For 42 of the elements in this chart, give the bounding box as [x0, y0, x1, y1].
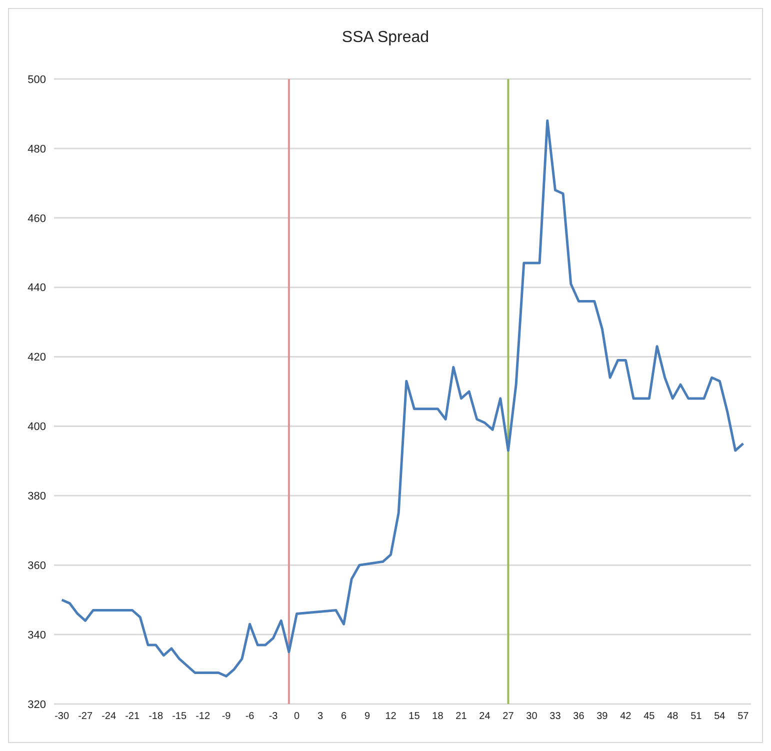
y-tick-label: 480 [28, 143, 46, 156]
x-tick-label: 36 [573, 711, 585, 722]
x-tick-label: 9 [364, 711, 370, 722]
x-tick-label: 12 [385, 711, 397, 722]
x-tick-label: -3 [268, 711, 278, 722]
x-tick-label: -6 [245, 711, 255, 722]
y-tick-label: 500 [28, 74, 46, 86]
x-tick-label: 0 [294, 711, 300, 722]
y-tick-label: 400 [28, 421, 46, 434]
x-tick-label: 57 [738, 711, 750, 722]
y-tick-label: 440 [28, 282, 46, 294]
x-tick-label: 30 [526, 711, 538, 722]
x-tick-label: -15 [172, 711, 187, 722]
x-tick-label: -12 [196, 711, 210, 722]
y-tick-label: 460 [28, 212, 46, 225]
x-tick-label: -24 [102, 711, 116, 722]
y-tick-label: 420 [28, 352, 46, 364]
x-tick-label: 27 [502, 711, 514, 722]
y-tick-label: 380 [28, 490, 46, 503]
x-tick-label: 39 [596, 711, 608, 722]
line-series [60, 119, 744, 678]
x-tick-label: -9 [222, 711, 232, 722]
x-tick-label: 6 [340, 711, 347, 722]
x-tick-label: 18 [432, 711, 444, 722]
x-tick-label: 42 [620, 711, 632, 722]
y-tick-label: 360 [28, 560, 46, 572]
x-tick-label: 54 [714, 711, 726, 722]
x-tick-label: -21 [125, 711, 140, 722]
chart-title: SSA Spread [340, 28, 430, 48]
x-tick-label: 33 [550, 711, 562, 722]
x-tick-label: 21 [456, 711, 468, 722]
x-tick-label: 48 [667, 711, 679, 722]
x-tick-label: 24 [479, 711, 491, 722]
y-tick-label: 340 [28, 629, 46, 642]
x-tick-label: -27 [78, 711, 93, 722]
x-tick-label: -30 [54, 711, 70, 722]
y-tick-label: 320 [28, 698, 46, 711]
x-tick-label: 3 [317, 711, 324, 722]
x-tick-label: 45 [644, 711, 656, 722]
x-tick-label: 51 [690, 711, 702, 722]
x-tick-label: -18 [148, 711, 164, 722]
x-tick-label: 15 [408, 711, 420, 722]
